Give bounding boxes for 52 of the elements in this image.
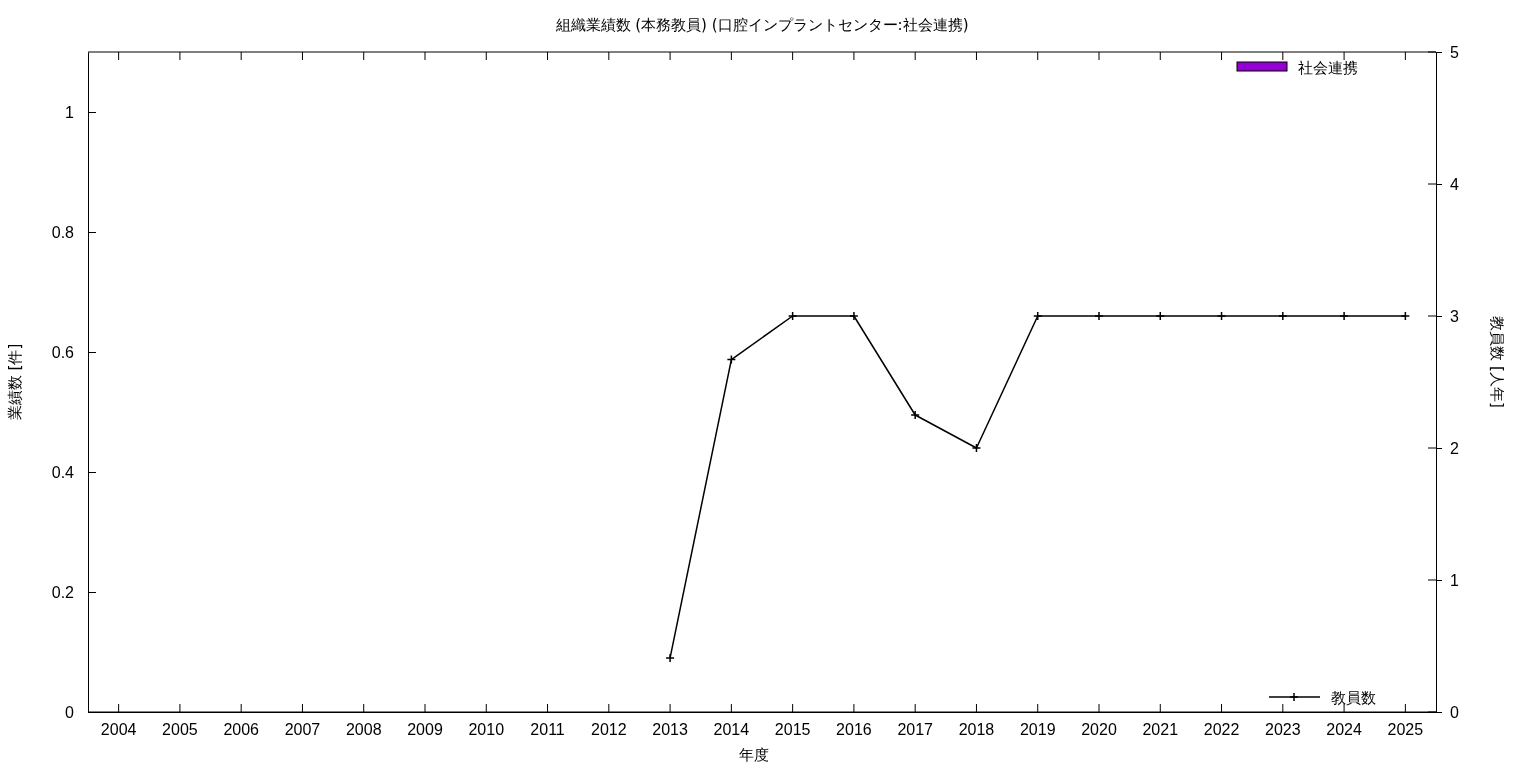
x-tick-label: 2009 xyxy=(407,721,443,739)
y-tick-label: 0.4 xyxy=(51,463,75,481)
x-tick-label: 2023 xyxy=(1265,721,1301,739)
x-tick-label: 2011 xyxy=(530,721,565,739)
x-tick-label: 2022 xyxy=(1203,721,1240,739)
point xyxy=(1339,311,1349,321)
x-tick-label: 2019 xyxy=(1019,721,1056,739)
x-tick-label: 2005 xyxy=(162,721,198,739)
x-tick-label: 2024 xyxy=(1326,721,1362,739)
x-tick-label: 2014 xyxy=(713,721,750,739)
x-tick-label: 2006 xyxy=(223,721,260,739)
point xyxy=(1400,311,1411,321)
y2-tick-label: 4 xyxy=(1450,175,1459,193)
x-tick-label: 2015 xyxy=(774,721,811,739)
x-tick-label: 2025 xyxy=(1387,721,1424,739)
x-tick-label: 2012 xyxy=(591,721,627,739)
chart-title: 組織業績数 (本務教員) (口腔インプラントセンター:社会連携) xyxy=(554,16,969,34)
point xyxy=(910,410,920,420)
x-tick-label: 2004 xyxy=(100,721,137,739)
point xyxy=(1216,311,1227,321)
point xyxy=(1032,311,1043,321)
y-tick-label: 0.2 xyxy=(51,583,75,601)
x-tick-label: 2013 xyxy=(652,721,688,739)
y2-tick-label: 2 xyxy=(1450,439,1459,457)
y-tick-label: 0 xyxy=(65,703,75,721)
legend-label: 社会連携 xyxy=(1298,59,1358,77)
y-tick-label: 1 xyxy=(65,103,75,121)
x-tick-label: 2017 xyxy=(897,721,934,739)
y2-tick-label: 3 xyxy=(1450,307,1459,325)
legend-label: 教員数 xyxy=(1331,689,1376,707)
x-tick-label: 2008 xyxy=(345,721,382,739)
x-tick-label: 2018 xyxy=(958,721,995,739)
y2-tick-label: 5 xyxy=(1450,43,1459,61)
point xyxy=(665,653,675,663)
x-tick-label: 2016 xyxy=(836,721,872,739)
x-tick-label: 2021 xyxy=(1142,721,1179,739)
y-tick-label: 0.6 xyxy=(51,343,75,361)
y-tick-label: 0.8 xyxy=(51,223,75,241)
y2-tick-label: 1 xyxy=(1450,571,1459,589)
point xyxy=(787,311,798,321)
y-axis-title: 業績数 [件] xyxy=(6,343,24,421)
y2-axis-title: 教員数 [人年] xyxy=(1488,316,1506,408)
x-tick-label: 2020 xyxy=(1081,721,1117,739)
x-tick-label: 2010 xyxy=(468,721,505,739)
point xyxy=(849,311,859,321)
point xyxy=(1094,311,1104,321)
y2-tick-label: 0 xyxy=(1450,703,1459,721)
point xyxy=(1278,311,1288,321)
point xyxy=(1155,311,1166,321)
x-axis-title: 年度 xyxy=(739,746,769,764)
x-tick-label: 2007 xyxy=(284,721,321,739)
point xyxy=(971,443,982,453)
